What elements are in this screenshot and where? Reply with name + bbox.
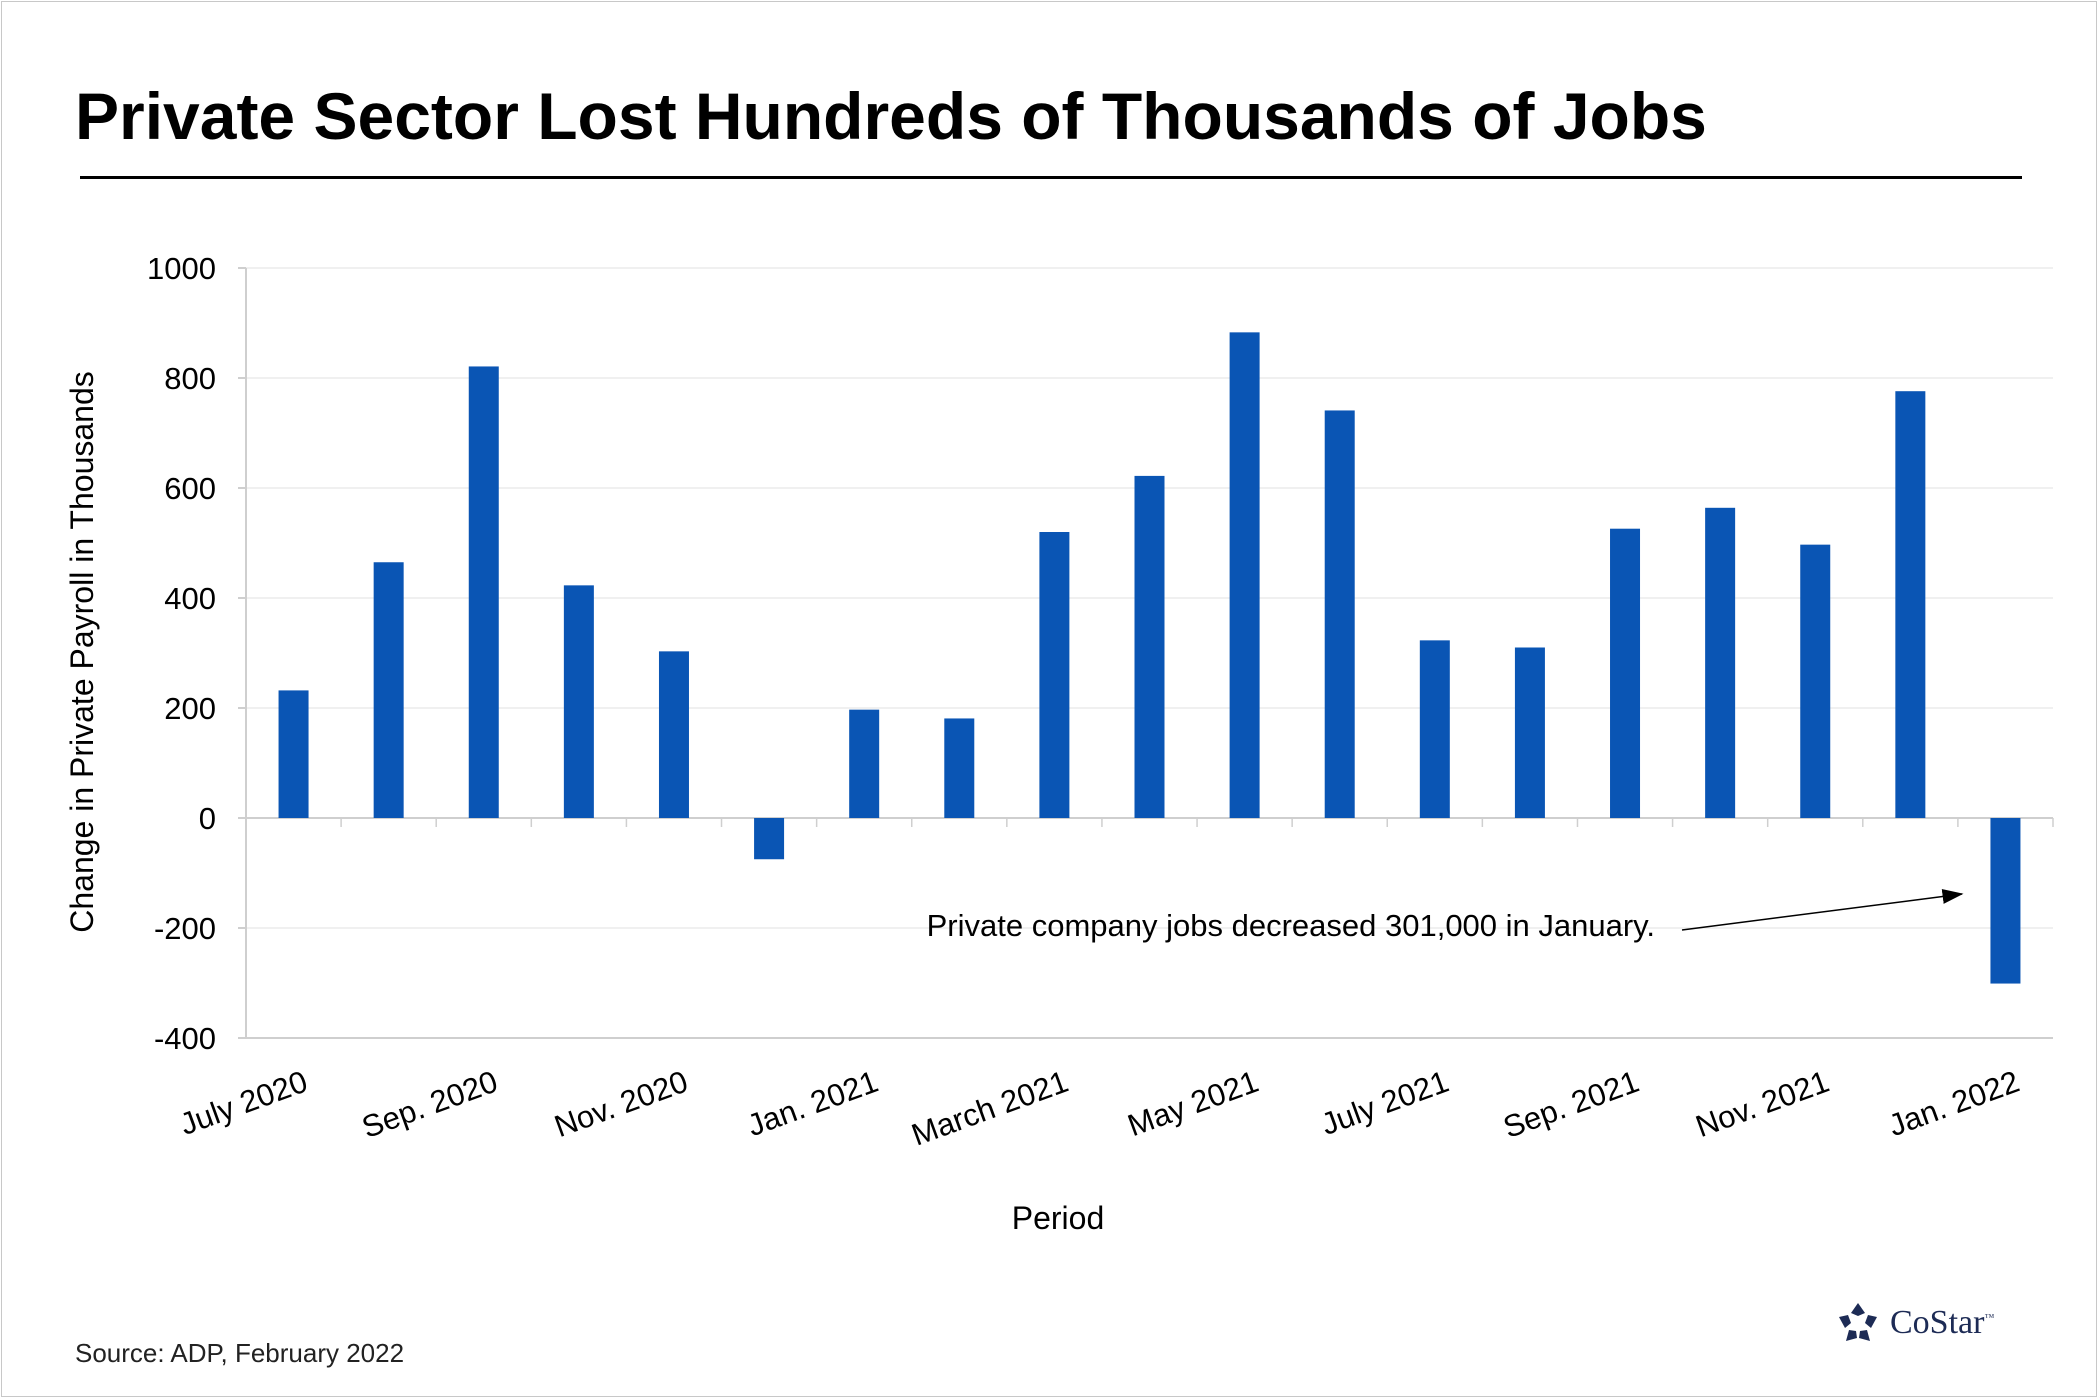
y-axis-title: Change in Private Payroll in Thousands [64,371,100,933]
bar [944,718,975,818]
y-tick-label: 600 [164,471,216,506]
logo-name: CoStar [1890,1304,1985,1341]
x-tick-label: May 2021 [1123,1064,1263,1143]
x-tick-label-group: July 2020 [175,1064,312,1142]
bar [278,690,309,818]
bar [1705,507,1736,818]
chart-title: Private Sector Lost Hundreds of Thousand… [75,79,1707,153]
bar [1610,528,1641,818]
x-tick-label-group: July 2021 [1317,1064,1454,1142]
bar [1895,391,1926,818]
x-tick-label-group: May 2021 [1123,1064,1263,1143]
x-tick-label: July 2021 [1317,1064,1454,1142]
x-tick-label-group: March 2021 [907,1064,1073,1153]
logo-trademark: ™ [1984,1312,1995,1324]
x-tick-label-group: Nov. 2021 [1691,1064,1834,1144]
bar [849,709,880,818]
annotation-text: Private company jobs decreased 301,000 i… [927,908,1655,943]
y-tick-label: -400 [154,1021,216,1056]
bar [754,818,785,860]
x-tick-label-group: Jan. 2021 [743,1064,883,1143]
x-tick-label-group: Jan. 2022 [1884,1064,2024,1143]
annotation-arrow [1681,889,1964,931]
x-tick-label-group: Sep. 2020 [357,1064,502,1145]
bar [1134,475,1165,818]
bar [1229,332,1260,818]
x-tick-label: Sep. 2021 [1499,1064,1644,1145]
bar [468,366,499,818]
y-tick-label: 200 [164,691,216,726]
x-tick-label: Nov. 2020 [550,1064,693,1144]
bar [1039,532,1070,818]
title-divider [80,176,2022,179]
x-tick-label-group: Sep. 2021 [1499,1064,1644,1145]
costar-star-icon [1839,1303,1877,1341]
x-axis-title: Period [1012,1200,1105,1236]
bars [278,332,2021,984]
logo-text: CoStar™ [1890,1304,1994,1342]
bar [1800,544,1831,818]
x-tick-label: Nov. 2021 [1691,1064,1834,1144]
bar [373,562,404,818]
x-tick-label: July 2020 [175,1064,312,1142]
bar [658,651,689,818]
source-note: Source: ADP, February 2022 [75,1338,405,1368]
x-tick-label: March 2021 [907,1064,1073,1153]
y-tick-label: -200 [154,911,216,946]
bar [1514,647,1545,818]
y-tick-label: 400 [164,581,216,616]
costar-logo: CoStar™ [1836,1298,1994,1348]
y-tick-label: 0 [199,801,216,836]
x-tick-label: Jan. 2021 [743,1064,883,1143]
x-tick-label: Jan. 2022 [1884,1064,2024,1143]
bar [1990,818,2021,984]
bar [1419,640,1450,818]
x-tick-label: Sep. 2020 [357,1064,502,1145]
bar [563,585,594,818]
bar [1324,410,1355,818]
y-tick-label: 800 [164,361,216,396]
y-tick-label: 1000 [147,251,216,286]
x-tick-label-group: Nov. 2020 [550,1064,693,1144]
